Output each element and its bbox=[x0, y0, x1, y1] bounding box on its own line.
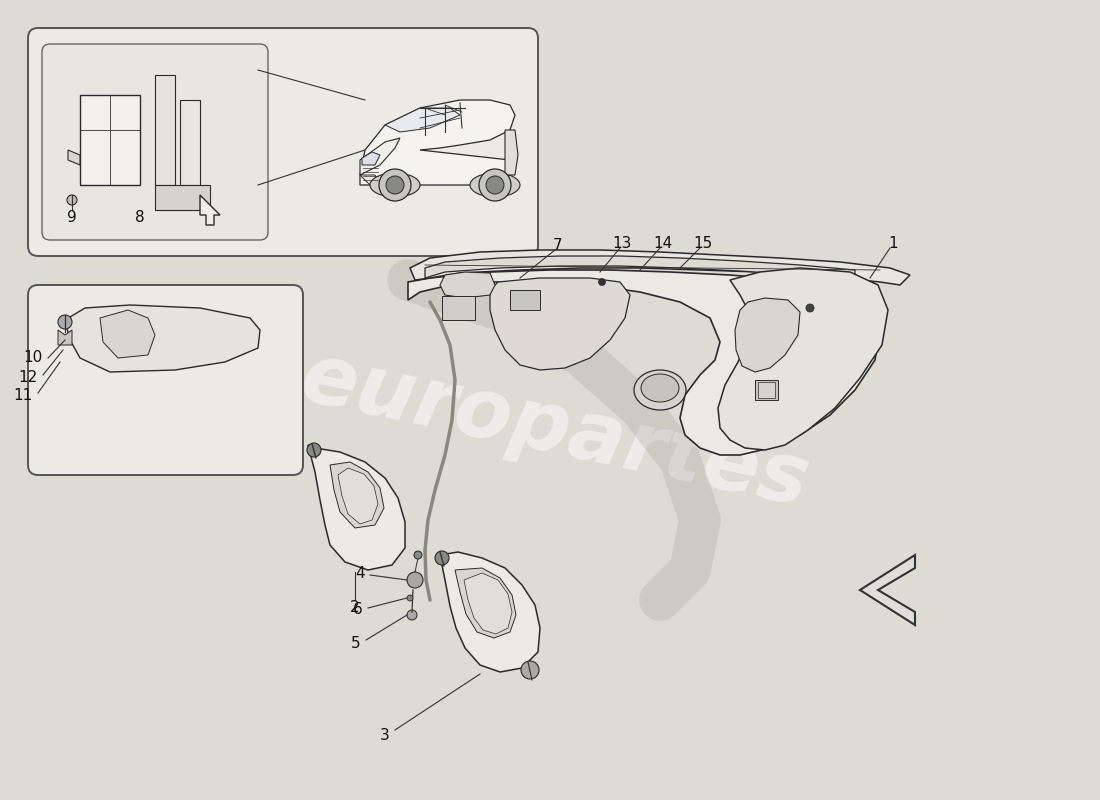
Ellipse shape bbox=[641, 374, 679, 402]
Text: 10: 10 bbox=[24, 350, 43, 366]
Polygon shape bbox=[385, 108, 460, 132]
Polygon shape bbox=[442, 296, 475, 320]
Polygon shape bbox=[408, 270, 880, 455]
Text: 9: 9 bbox=[67, 210, 77, 226]
Text: 12: 12 bbox=[19, 370, 38, 385]
Polygon shape bbox=[180, 100, 200, 185]
Polygon shape bbox=[308, 445, 405, 570]
Polygon shape bbox=[360, 100, 515, 185]
Circle shape bbox=[407, 610, 417, 620]
Polygon shape bbox=[360, 175, 379, 185]
Polygon shape bbox=[155, 75, 175, 185]
Text: 2: 2 bbox=[350, 601, 360, 615]
Text: 1: 1 bbox=[888, 237, 898, 251]
FancyBboxPatch shape bbox=[42, 44, 268, 240]
Polygon shape bbox=[860, 555, 915, 625]
Ellipse shape bbox=[370, 173, 420, 197]
Polygon shape bbox=[735, 298, 800, 372]
Polygon shape bbox=[338, 468, 378, 524]
Polygon shape bbox=[410, 250, 910, 285]
Polygon shape bbox=[455, 568, 516, 638]
Circle shape bbox=[67, 195, 77, 205]
Text: 8: 8 bbox=[135, 210, 145, 226]
Circle shape bbox=[806, 304, 814, 312]
Circle shape bbox=[407, 595, 412, 601]
Polygon shape bbox=[718, 268, 888, 450]
Polygon shape bbox=[425, 256, 855, 280]
Text: 4: 4 bbox=[355, 566, 365, 582]
Polygon shape bbox=[490, 278, 630, 370]
Circle shape bbox=[598, 278, 605, 286]
Polygon shape bbox=[200, 195, 220, 225]
Circle shape bbox=[478, 169, 512, 201]
Polygon shape bbox=[464, 573, 512, 634]
FancyBboxPatch shape bbox=[28, 28, 538, 256]
Polygon shape bbox=[440, 272, 495, 298]
Text: 6: 6 bbox=[353, 602, 363, 618]
Circle shape bbox=[386, 176, 404, 194]
Polygon shape bbox=[505, 130, 518, 175]
Text: 15: 15 bbox=[693, 237, 713, 251]
Circle shape bbox=[58, 315, 72, 329]
Circle shape bbox=[434, 551, 449, 565]
Polygon shape bbox=[68, 150, 80, 165]
Polygon shape bbox=[58, 330, 72, 345]
FancyBboxPatch shape bbox=[28, 285, 302, 475]
Circle shape bbox=[414, 551, 422, 559]
Polygon shape bbox=[330, 462, 384, 528]
Text: 3: 3 bbox=[381, 727, 390, 742]
Polygon shape bbox=[80, 95, 140, 185]
Text: europartes: europartes bbox=[294, 337, 816, 523]
Polygon shape bbox=[758, 382, 776, 398]
Text: 13: 13 bbox=[613, 237, 631, 251]
Text: 7: 7 bbox=[553, 238, 563, 254]
Polygon shape bbox=[100, 310, 155, 358]
Circle shape bbox=[486, 176, 504, 194]
Circle shape bbox=[407, 572, 424, 588]
Circle shape bbox=[379, 169, 411, 201]
Polygon shape bbox=[155, 185, 210, 210]
Text: 5: 5 bbox=[351, 635, 361, 650]
Polygon shape bbox=[362, 152, 380, 165]
Ellipse shape bbox=[470, 173, 520, 197]
Polygon shape bbox=[440, 552, 540, 672]
Circle shape bbox=[307, 443, 321, 457]
Ellipse shape bbox=[634, 370, 686, 410]
Text: 11: 11 bbox=[13, 389, 33, 403]
Text: 14: 14 bbox=[653, 237, 672, 251]
Circle shape bbox=[521, 661, 539, 679]
Polygon shape bbox=[755, 380, 778, 400]
Polygon shape bbox=[510, 290, 540, 310]
Polygon shape bbox=[65, 305, 260, 372]
Polygon shape bbox=[360, 138, 400, 175]
